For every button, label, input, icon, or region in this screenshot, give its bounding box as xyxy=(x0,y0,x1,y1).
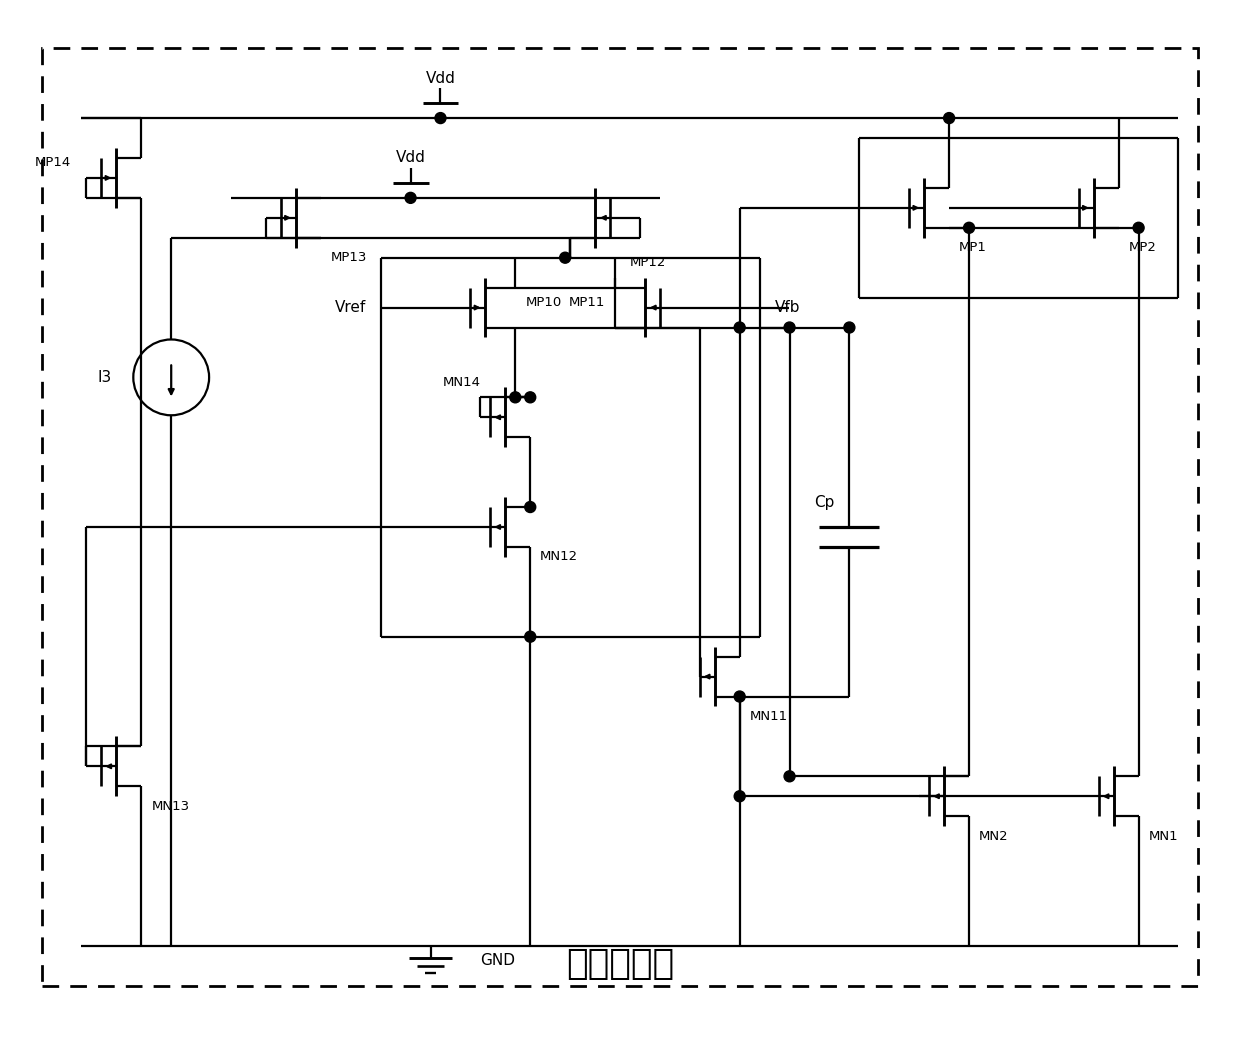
Circle shape xyxy=(944,113,955,123)
Text: 误差放大器: 误差放大器 xyxy=(565,947,675,981)
Circle shape xyxy=(435,113,446,123)
Text: MN13: MN13 xyxy=(151,800,190,813)
Circle shape xyxy=(525,632,536,642)
Circle shape xyxy=(734,691,745,702)
Text: Vfb: Vfb xyxy=(775,300,800,315)
Text: MN2: MN2 xyxy=(980,830,1008,843)
Text: Vref: Vref xyxy=(335,300,366,315)
Circle shape xyxy=(844,323,854,333)
Text: MP11: MP11 xyxy=(569,297,605,309)
Text: MN1: MN1 xyxy=(1148,830,1178,843)
Text: I3: I3 xyxy=(97,370,112,385)
Text: MP12: MP12 xyxy=(630,256,666,270)
Text: MN11: MN11 xyxy=(750,710,787,723)
Circle shape xyxy=(405,193,417,203)
Circle shape xyxy=(784,770,795,782)
Circle shape xyxy=(559,252,570,263)
Text: Vdd: Vdd xyxy=(425,71,455,86)
Circle shape xyxy=(963,222,975,233)
Text: MP2: MP2 xyxy=(1128,242,1157,254)
Text: GND: GND xyxy=(480,953,516,969)
Text: MP10: MP10 xyxy=(526,297,562,309)
Text: MP13: MP13 xyxy=(331,251,367,264)
Circle shape xyxy=(510,392,521,402)
Text: Vdd: Vdd xyxy=(396,150,425,166)
Text: MN12: MN12 xyxy=(541,551,578,563)
Circle shape xyxy=(1133,222,1145,233)
Text: MP14: MP14 xyxy=(35,157,72,169)
Circle shape xyxy=(784,323,795,333)
Text: MN14: MN14 xyxy=(443,375,480,389)
Circle shape xyxy=(525,502,536,512)
Text: Cp: Cp xyxy=(813,495,835,509)
Circle shape xyxy=(734,323,745,333)
Circle shape xyxy=(734,791,745,802)
Circle shape xyxy=(525,392,536,402)
Text: MP1: MP1 xyxy=(959,242,987,254)
